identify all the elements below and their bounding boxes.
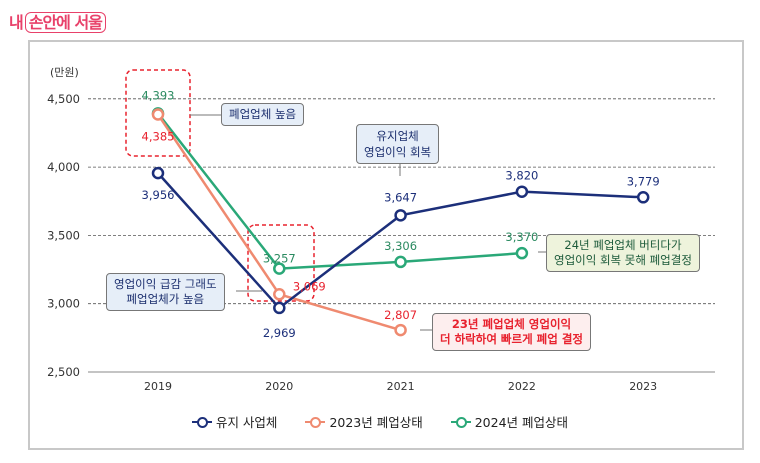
data-label: 3,647	[384, 190, 417, 204]
data-point	[394, 209, 407, 222]
data-point	[273, 288, 286, 301]
x-tick-label: 2023	[629, 380, 657, 393]
logo-boxed: 손안에 서울	[24, 12, 106, 33]
data-label: 3,820	[505, 169, 538, 183]
logo-prefix: 내	[9, 13, 24, 32]
data-label: 4,385	[142, 130, 175, 144]
x-tick-label: 2021	[387, 380, 415, 393]
annotation-recovery: 유지업체 영업이익 회복	[356, 124, 440, 164]
data-point	[394, 255, 407, 269]
data-point	[273, 301, 286, 315]
data-point	[636, 191, 650, 204]
data-point	[515, 185, 529, 198]
highlight-box-2020	[247, 224, 315, 302]
legend-item: 2024년 폐업상태	[450, 412, 568, 431]
annotation-drop: 영업이익 급감 그래도 폐업업체가 높음	[106, 273, 225, 311]
chart-frame	[28, 40, 744, 450]
legend-marker-icon	[191, 416, 212, 428]
data-point	[273, 262, 286, 275]
data-label: 4,393	[142, 88, 175, 102]
x-tick-label: 2020	[265, 380, 293, 393]
legend-marker-icon	[450, 416, 471, 428]
y-tick-label: 3,000	[47, 297, 80, 311]
legend: 유지 사업체 2023년 폐업상태 2024년 폐업상태	[0, 412, 760, 431]
data-label: 2,807	[384, 308, 417, 322]
y-tick-label: 4,500	[47, 92, 80, 106]
y-tick-label: 4,000	[47, 160, 80, 174]
data-label: 3,779	[627, 174, 660, 188]
x-tick-label: 2022	[508, 380, 536, 393]
y-tick-label: 2,500	[47, 365, 80, 379]
data-point	[515, 246, 529, 260]
y-tick-label: 3,500	[47, 228, 80, 242]
highlight-box-2019	[125, 69, 191, 157]
y-axis-label: (만원)	[50, 66, 79, 79]
series-line	[157, 112, 522, 270]
legend-item: 2023년 폐업상태	[305, 412, 423, 431]
legend-item: 유지 사업체	[191, 412, 277, 431]
logo: 내 손안에 서울	[9, 9, 106, 33]
annotation-2023: 23년 폐업업체 영업이익 더 하락하여 빠르게 폐업 결정	[432, 313, 591, 351]
annotation-2024: 24년 폐업업체 버티다가 영업이익 회복 못해 폐업결정	[546, 234, 700, 272]
data-label: 3,069	[293, 279, 326, 293]
data-point	[151, 166, 165, 180]
data-label: 3,956	[142, 188, 175, 202]
annotation-high-closure: 폐업업체 높음	[221, 103, 305, 126]
data-point	[394, 323, 407, 337]
data-label: 3,370	[505, 230, 538, 244]
data-label: 3,257	[263, 252, 296, 266]
data-label: 3,306	[384, 239, 417, 253]
data-label: 2,969	[263, 326, 296, 340]
legend-marker-icon	[305, 416, 326, 428]
x-tick-label: 2019	[144, 380, 172, 393]
data-point	[151, 108, 165, 121]
